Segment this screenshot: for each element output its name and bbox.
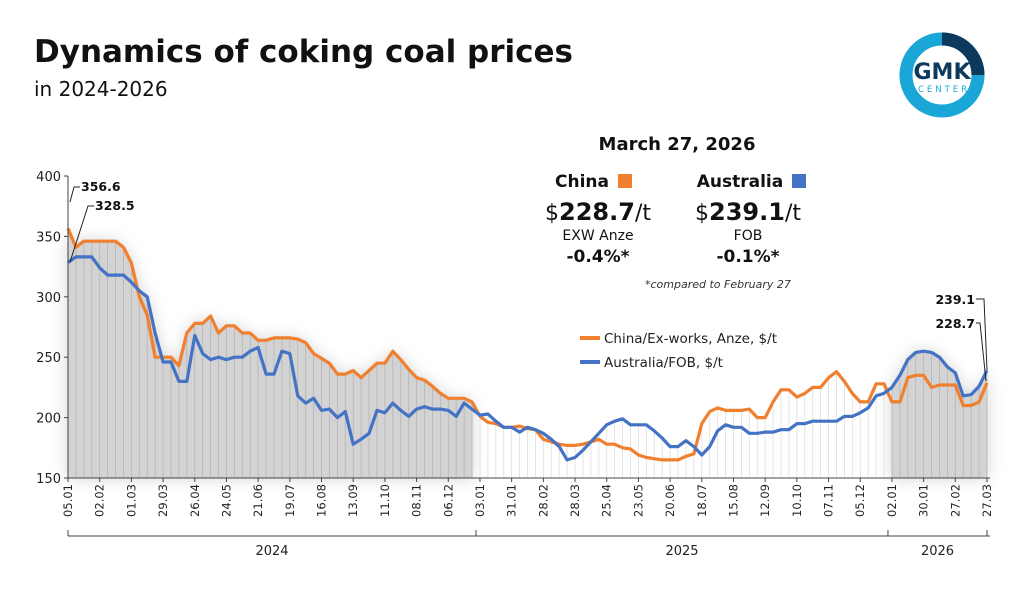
x-tick-label: 19.07 <box>283 484 297 517</box>
x-tick-label: 27.02 <box>948 484 962 517</box>
x-tick-label: 30.01 <box>917 484 931 517</box>
x-tick-label: 01.03 <box>124 484 138 517</box>
australia-color-swatch <box>792 174 806 188</box>
annotation-china-end: 228.7 <box>935 316 975 331</box>
x-tick-label: 16.08 <box>315 484 329 517</box>
x-tick-label: 20.06 <box>663 484 677 517</box>
x-tick-label: 28.02 <box>536 484 550 517</box>
australia-price: $239.1/t <box>695 198 801 226</box>
x-tick-label: 28.03 <box>568 484 582 517</box>
x-tick-label: 26.04 <box>188 484 202 517</box>
y-tick-label: 250 <box>36 351 61 366</box>
x-tick-label: 07.11 <box>822 484 836 517</box>
year-label: 2026 <box>921 544 954 559</box>
x-tick-label: 10.10 <box>790 484 804 517</box>
x-tick-label: 02.01 <box>885 484 899 517</box>
summary-date: March 27, 2026 <box>599 134 756 155</box>
x-tick-label: 13.09 <box>346 484 360 517</box>
year-label: 2025 <box>665 544 698 559</box>
shaded-area-2024 <box>68 228 473 478</box>
x-tick-label: 12.09 <box>758 484 772 517</box>
y-tick-label: 350 <box>36 230 61 245</box>
plot-area <box>66 227 989 478</box>
gmk-center-logo: GMK CENTER <box>899 32 985 118</box>
x-tick-label: 05.01 <box>61 484 75 517</box>
y-tick-label: 150 <box>36 472 61 487</box>
y-axis: 150 200 250 300 350 400 <box>36 170 69 487</box>
legend: China/Ex-works, Anze, $/t Australia/FOB,… <box>580 331 777 371</box>
page-title: Dynamics of coking coal prices <box>34 34 573 70</box>
china-price: $228.7/t <box>545 198 651 226</box>
header: Dynamics of coking coal prices in 2024-2… <box>34 34 573 101</box>
annotation-china-start: 356.6 <box>81 179 121 194</box>
x-tick-label: 08.11 <box>410 484 424 517</box>
x-tick-label: 25.04 <box>600 484 614 517</box>
logo-text: GMK <box>914 60 972 85</box>
annotation-australia-start: 328.5 <box>95 198 135 213</box>
logo-ring-accent <box>941 32 985 76</box>
china-basis: EXW Anze <box>562 228 633 244</box>
year-brackets: 2024 2025 2026 <box>67 530 990 559</box>
china-change: -0.4%* <box>566 247 629 267</box>
y-tick-label: 200 <box>36 412 61 427</box>
x-axis: 05.01 02.02 01.03 29.03 26.04 24.05 21.06 19.07… <box>61 477 994 517</box>
x-tick-label: 03.01 <box>473 484 487 517</box>
x-tick-label: 15.08 <box>726 484 740 517</box>
australia-label: Australia <box>697 172 784 192</box>
x-tick-label: 29.03 <box>156 484 170 517</box>
summary-panel: March 27, 2026 China $228.7/t EXW Anze -… <box>545 134 806 291</box>
legend-label-china: China/Ex-works, Anze, $/t <box>604 331 777 347</box>
annotation-australia-end: 239.1 <box>935 292 975 307</box>
x-tick-label: 31.01 <box>505 484 519 517</box>
page-subtitle: in 2024-2026 <box>34 77 168 101</box>
annotation-leader-australia-end <box>976 298 988 371</box>
china-color-swatch <box>618 174 632 188</box>
x-tick-label: 06.12 <box>441 484 455 517</box>
australia-basis: FOB <box>734 228 763 244</box>
y-tick-label: 400 <box>36 170 61 185</box>
x-tick-label: 23.05 <box>631 484 645 517</box>
x-tick-label: 05.12 <box>853 484 867 517</box>
y-tick-label: 300 <box>36 291 61 306</box>
logo-subtext: CENTER <box>918 85 970 95</box>
annotation-leader-australia-start <box>69 205 94 263</box>
x-tick-label: 18.07 <box>695 484 709 517</box>
annotation-leader-china-start <box>69 186 80 203</box>
annotation-leader-china-end <box>976 322 987 382</box>
x-tick-label: 02.02 <box>93 484 107 517</box>
x-tick-label: 11.10 <box>378 484 392 517</box>
value-annotations: 356.6 328.5 239.1 228.7 <box>69 179 988 382</box>
x-tick-label: 27.03 <box>980 484 994 517</box>
year-label: 2024 <box>255 544 288 559</box>
china-label: China <box>555 172 609 192</box>
australia-change: -0.1%* <box>716 247 779 267</box>
legend-label-australia: Australia/FOB, $/t <box>604 355 723 371</box>
comparison-note: *compared to February 27 <box>645 278 791 291</box>
x-tick-label: 21.06 <box>251 484 265 517</box>
x-tick-label: 24.05 <box>219 484 233 517</box>
